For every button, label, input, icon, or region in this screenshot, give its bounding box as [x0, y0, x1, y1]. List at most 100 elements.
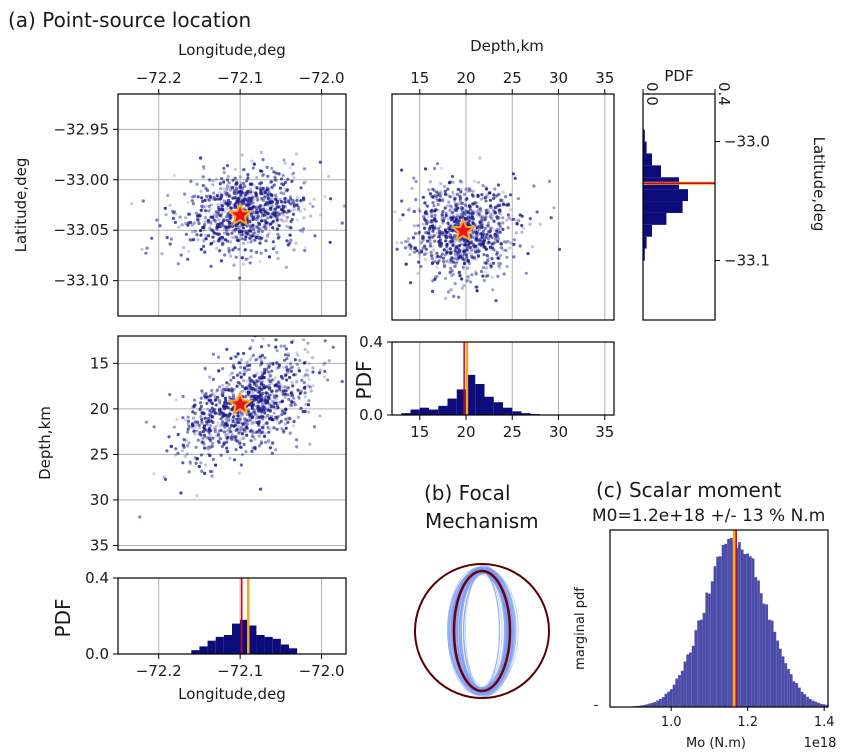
scatter-point [429, 254, 434, 258]
scatter-point [549, 216, 553, 220]
scatter-point [179, 491, 183, 495]
scatter-point [449, 251, 453, 255]
scatter-point [471, 233, 475, 237]
scatter-point [440, 213, 444, 217]
scatter-point [269, 206, 273, 210]
scatter-point [219, 194, 223, 198]
scatter-point [285, 189, 289, 193]
scatter-point [240, 453, 245, 457]
scatter-point [218, 424, 222, 428]
scatter-point [258, 355, 262, 359]
scatter-point [501, 248, 505, 252]
scatter-point [230, 389, 234, 393]
scatter-point [439, 241, 443, 245]
scatter-point [229, 424, 234, 428]
scatter-point [512, 238, 516, 242]
scatter-point [165, 235, 169, 240]
scatter-point [252, 217, 256, 221]
scatter-point [249, 212, 253, 216]
scatter-point [453, 282, 457, 286]
nodal-plane-sample [461, 565, 508, 694]
histogram-bar [191, 650, 200, 654]
scatter-point [460, 209, 464, 213]
histogram-bar [215, 636, 224, 654]
scatter-point [252, 382, 256, 386]
scatter-point [290, 340, 294, 344]
scatter-point [262, 225, 266, 229]
scatter-point [262, 371, 266, 375]
scatter-point [225, 386, 229, 390]
scatter-point [282, 430, 286, 434]
scatter-point [395, 247, 399, 251]
scatter-point [448, 233, 452, 237]
scatter-point [253, 234, 257, 239]
scatter-point [484, 215, 488, 219]
scatter-point [204, 204, 208, 208]
scatter-point [435, 162, 440, 166]
scatter-point [478, 237, 482, 241]
scatter-point [471, 221, 475, 225]
scatter-point [492, 241, 496, 245]
scatter-point [258, 386, 262, 390]
scatter-point [240, 432, 245, 436]
scatter-point [465, 197, 469, 201]
scatter-point [282, 429, 286, 433]
scatter-point [274, 202, 278, 206]
scatter-point [268, 201, 272, 205]
scatter-point [140, 247, 144, 251]
scatter-point [207, 209, 211, 213]
scatter-point [242, 369, 246, 373]
scatter-point [253, 447, 257, 451]
scatter-point [204, 446, 208, 450]
scatter-point [259, 382, 263, 386]
scatter-point [240, 190, 244, 195]
scatter-point [282, 197, 286, 201]
scatter-point [275, 205, 279, 209]
scatter-point [431, 187, 435, 191]
scatter-point [230, 206, 234, 210]
scatter-point [424, 210, 428, 214]
scatter-point [286, 243, 290, 247]
scatter-point [220, 177, 224, 181]
scatter-point [494, 234, 498, 238]
scatter-point [467, 261, 471, 265]
scatter-point [498, 230, 502, 234]
scatter-point [164, 213, 168, 217]
scatter-point [264, 367, 269, 371]
scatter-point [264, 440, 268, 444]
scatter-point [227, 232, 231, 236]
scatter-point [270, 442, 274, 446]
scatter-point [438, 194, 442, 198]
scatter-point [211, 457, 216, 461]
scatter-point [245, 379, 249, 383]
scatter-point [515, 222, 519, 226]
histogram-bar [447, 398, 457, 415]
scatter-point [276, 236, 280, 240]
scatter-point [195, 457, 199, 461]
scatter-point [206, 234, 211, 238]
scatter-point [263, 406, 267, 410]
scatter-point [434, 275, 438, 279]
scatter-point [233, 423, 237, 427]
scatter-point [177, 225, 181, 229]
scatter-point [504, 240, 508, 245]
scatter-point [485, 195, 489, 199]
scatter-point [224, 215, 229, 219]
scatter-point [228, 221, 232, 225]
scatter-point [464, 198, 468, 202]
scatter-point [219, 437, 223, 441]
scatter-point [294, 241, 298, 245]
scatter-point [228, 456, 232, 460]
scatter-point [412, 209, 416, 214]
scatter-point [279, 191, 283, 195]
scatter-point [454, 251, 458, 255]
scatter-point [191, 237, 196, 241]
scatter-point [311, 204, 315, 209]
scatter-point [249, 383, 253, 388]
scatter-point [406, 239, 410, 244]
scatter-point [448, 235, 452, 239]
scatter-point [470, 219, 474, 223]
scatter-point [292, 207, 296, 211]
scatter-point [227, 181, 231, 185]
scatter-point [188, 212, 192, 216]
